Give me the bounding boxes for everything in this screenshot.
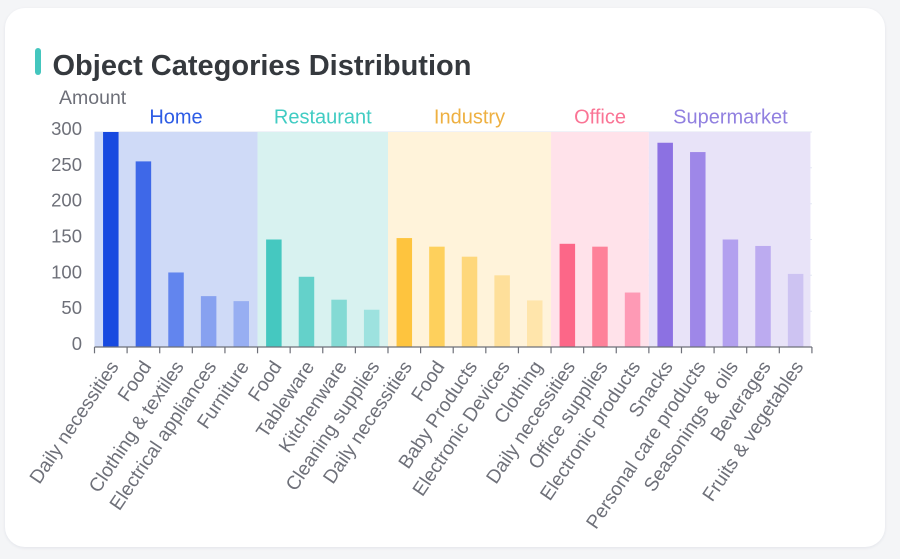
svg-text:100: 100 bbox=[51, 261, 82, 282]
svg-text:Home: Home bbox=[149, 107, 202, 129]
svg-text:250: 250 bbox=[51, 154, 82, 175]
svg-text:Office: Office bbox=[574, 107, 626, 129]
svg-text:Restaurant: Restaurant bbox=[274, 107, 372, 129]
svg-text:Industry: Industry bbox=[434, 107, 505, 129]
svg-text:150: 150 bbox=[51, 226, 82, 247]
svg-text:200: 200 bbox=[51, 190, 82, 211]
svg-text:Supermarket: Supermarket bbox=[673, 107, 788, 129]
svg-text:0: 0 bbox=[72, 333, 82, 354]
svg-text:50: 50 bbox=[61, 297, 82, 318]
svg-text:300: 300 bbox=[51, 118, 82, 139]
